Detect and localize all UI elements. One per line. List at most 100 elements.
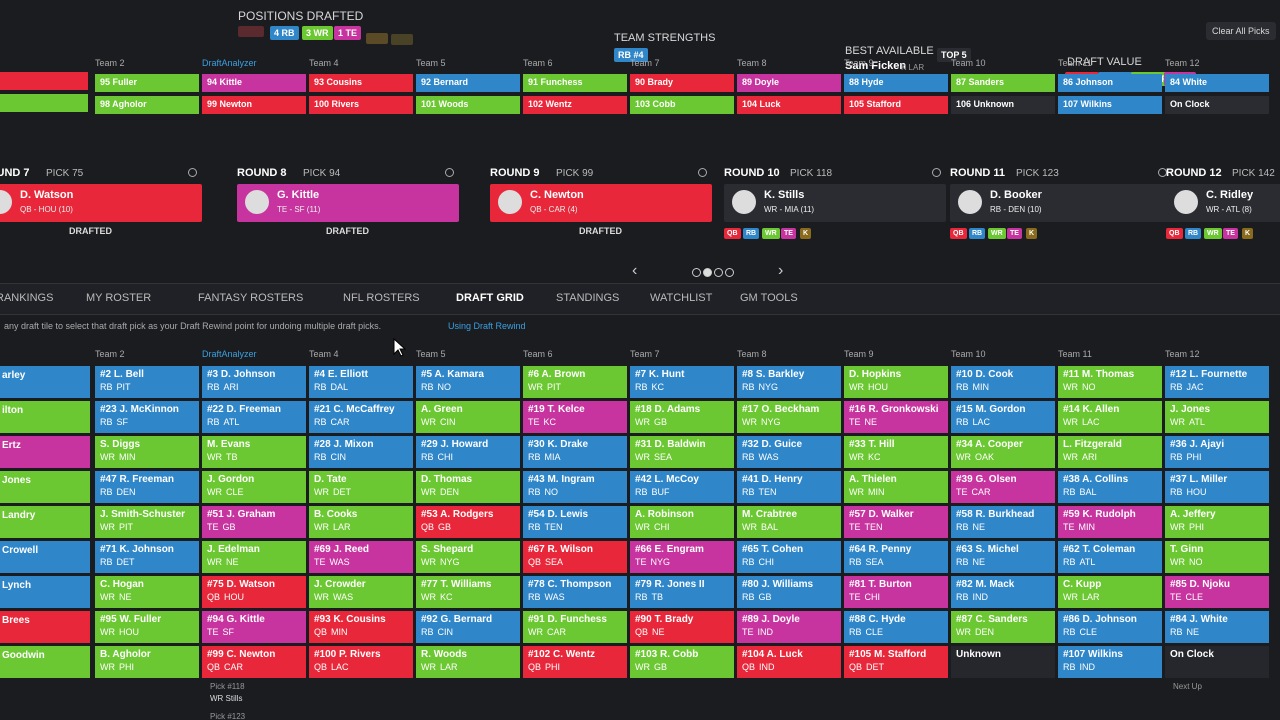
draft-tile[interactable]: #85 D. Njoku TE CLE (1165, 576, 1269, 608)
draft-tile[interactable]: #107 Wilkins RB IND (1058, 646, 1162, 678)
tab[interactable]: DRAFT GRID (456, 292, 524, 304)
draft-tile[interactable]: #59 K. Rudolph TE MIN (1058, 506, 1162, 538)
slot-badge[interactable]: QB (724, 228, 741, 239)
draft-tile[interactable]: #100 P. Rivers QB LAC (309, 646, 413, 678)
draft-tile[interactable]: S. Diggs WR MIN (95, 436, 199, 468)
draft-tile[interactable]: #8 S. Barkley RB NYG (737, 366, 841, 398)
draft-tile[interactable]: #58 R. Burkhead RB NE (951, 506, 1055, 538)
draft-tile[interactable]: #51 J. Graham TE GB (202, 506, 306, 538)
draft-tile[interactable]: S. Shepard WR NYG (416, 541, 520, 573)
draft-tile[interactable]: arley (0, 366, 90, 398)
draft-tile[interactable]: #2 L. Bell RB PIT (95, 366, 199, 398)
draft-tile[interactable]: J. Edelman WR NE (202, 541, 306, 573)
draft-tile[interactable]: #14 K. Allen WR LAC (1058, 401, 1162, 433)
draft-tile[interactable]: #88 C. Hyde RB CLE (844, 611, 948, 643)
card-player[interactable]: D. Booker RB - DEN (10) (950, 184, 1172, 222)
tab[interactable]: MY ROSTER (86, 292, 152, 304)
draft-tile[interactable]: T. Ginn WR NO (1165, 541, 1269, 573)
slot-badge[interactable]: WR (988, 228, 1006, 239)
slot-badge[interactable]: TE (1007, 228, 1022, 239)
draft-tile[interactable]: A. Jeffery WR PHI (1165, 506, 1269, 538)
draft-tile[interactable]: On Clock (1165, 646, 1269, 678)
draft-tile[interactable]: D. Hopkins WR HOU (844, 366, 948, 398)
draft-tile[interactable]: #105 M. Stafford QB DET (844, 646, 948, 678)
draft-tile[interactable]: #34 A. Cooper WR OAK (951, 436, 1055, 468)
draft-tile[interactable]: #7 K. Hunt RB KC (630, 366, 734, 398)
draft-tile[interactable]: #18 D. Adams WR GB (630, 401, 734, 433)
draft-tile[interactable]: #62 T. Coleman RB ATL (1058, 541, 1162, 573)
draft-tile[interactable]: B. Cooks WR LAR (309, 506, 413, 538)
carousel-next[interactable]: › (778, 262, 784, 279)
draft-tile[interactable]: Goodwin (0, 646, 90, 678)
draft-tile[interactable]: Unknown (951, 646, 1055, 678)
draft-tile[interactable]: #67 R. Wilson QB SEA (523, 541, 627, 573)
slot-badge[interactable]: TE (781, 228, 796, 239)
draft-tile[interactable]: #81 T. Burton TE CHI (844, 576, 948, 608)
draft-tile[interactable]: #69 J. Reed TE WAS (309, 541, 413, 573)
draft-tile[interactable]: #80 J. Williams RB GB (737, 576, 841, 608)
draft-tile[interactable]: #57 D. Walker TE TEN (844, 506, 948, 538)
draft-tile[interactable]: #90 T. Brady QB NE (630, 611, 734, 643)
draft-tile[interactable]: Brees (0, 611, 90, 643)
draft-tile[interactable]: M. Evans WR TB (202, 436, 306, 468)
slot-badge[interactable]: K (1242, 228, 1254, 239)
draft-tile[interactable]: #54 D. Lewis RB TEN (523, 506, 627, 538)
tab[interactable]: GM TOOLS (740, 292, 798, 304)
draft-tile[interactable]: #104 A. Luck QB IND (737, 646, 841, 678)
draft-tile[interactable]: Ertz (0, 436, 90, 468)
draft-tile[interactable]: #99 C. Newton QB CAR (202, 646, 306, 678)
draft-tile[interactable]: J. Crowder WR WAS (309, 576, 413, 608)
tab[interactable]: RANKINGS (0, 292, 54, 304)
draft-tile[interactable]: #43 M. Ingram RB NO (523, 471, 627, 503)
slot-badge[interactable]: QB (950, 228, 967, 239)
card-player[interactable]: K. Stills WR - MIA (11) (724, 184, 946, 222)
slot-badge[interactable]: WR (1204, 228, 1222, 239)
slot-badge[interactable]: K (800, 228, 812, 239)
draft-tile[interactable]: #19 T. Kelce TE KC (523, 401, 627, 433)
slot-badge[interactable]: RB (743, 228, 760, 239)
draft-tile[interactable]: #102 C. Wentz QB PHI (523, 646, 627, 678)
draft-tile[interactable]: #6 A. Brown WR PIT (523, 366, 627, 398)
draft-tile[interactable]: ilton (0, 401, 90, 433)
draft-tile[interactable]: M. Crabtree WR BAL (737, 506, 841, 538)
tab[interactable]: STANDINGS (556, 292, 620, 304)
draft-tile[interactable]: #28 J. Mixon RB CIN (309, 436, 413, 468)
draft-tile[interactable]: #29 J. Howard RB CHI (416, 436, 520, 468)
draft-tile[interactable]: C. Kupp WR LAR (1058, 576, 1162, 608)
tab[interactable]: FANTASY ROSTERS (198, 292, 304, 304)
carousel-dot[interactable] (692, 268, 701, 277)
draft-tile[interactable]: #71 K. Johnson RB DET (95, 541, 199, 573)
card-player[interactable]: C. Newton QB - CAR (4) (490, 184, 712, 222)
draft-tile[interactable]: #16 R. Gronkowski TE NE (844, 401, 948, 433)
draft-tile[interactable]: #84 J. White RB NE (1165, 611, 1269, 643)
carousel-dot[interactable] (703, 268, 712, 277)
draft-tile[interactable]: Jones (0, 471, 90, 503)
draft-tile[interactable]: R. Woods WR LAR (416, 646, 520, 678)
draft-tile[interactable]: #10 D. Cook RB MIN (951, 366, 1055, 398)
draft-tile[interactable]: A. Thielen WR MIN (844, 471, 948, 503)
clear-button[interactable]: Clear All Picks (1206, 22, 1276, 40)
draft-tile[interactable]: D. Thomas WR DEN (416, 471, 520, 503)
slot-badge[interactable]: K (1026, 228, 1038, 239)
draft-tile[interactable]: #86 D. Johnson RB CLE (1058, 611, 1162, 643)
draft-tile[interactable]: J. Smith-Schuster WR PIT (95, 506, 199, 538)
draft-tile[interactable]: A. Robinson WR CHI (630, 506, 734, 538)
draft-tile[interactable]: #95 W. Fuller WR HOU (95, 611, 199, 643)
slot-badge[interactable]: RB (1185, 228, 1202, 239)
draft-tile[interactable]: #37 L. Miller RB HOU (1165, 471, 1269, 503)
draft-tile[interactable]: Lynch (0, 576, 90, 608)
draft-tile[interactable]: #41 D. Henry RB TEN (737, 471, 841, 503)
draft-tile[interactable]: D. Tate WR DET (309, 471, 413, 503)
draft-tile[interactable]: #79 R. Jones II RB TB (630, 576, 734, 608)
draft-tile[interactable]: #36 J. Ajayi RB PHI (1165, 436, 1269, 468)
draft-tile[interactable]: #66 E. Engram TE NYG (630, 541, 734, 573)
draft-tile[interactable]: #11 M. Thomas WR NO (1058, 366, 1162, 398)
info-link[interactable]: Using Draft Rewind (448, 321, 526, 331)
card-player[interactable]: C. Ridley WR - ATL (8) (1166, 184, 1280, 222)
draft-tile[interactable]: L. Fitzgerald WR ARI (1058, 436, 1162, 468)
draft-tile[interactable]: #47 R. Freeman RB DEN (95, 471, 199, 503)
draft-tile[interactable]: #75 D. Watson QB HOU (202, 576, 306, 608)
draft-tile[interactable]: #33 T. Hill WR KC (844, 436, 948, 468)
draft-tile[interactable]: Crowell (0, 541, 90, 573)
draft-tile[interactable]: #30 K. Drake RB MIA (523, 436, 627, 468)
